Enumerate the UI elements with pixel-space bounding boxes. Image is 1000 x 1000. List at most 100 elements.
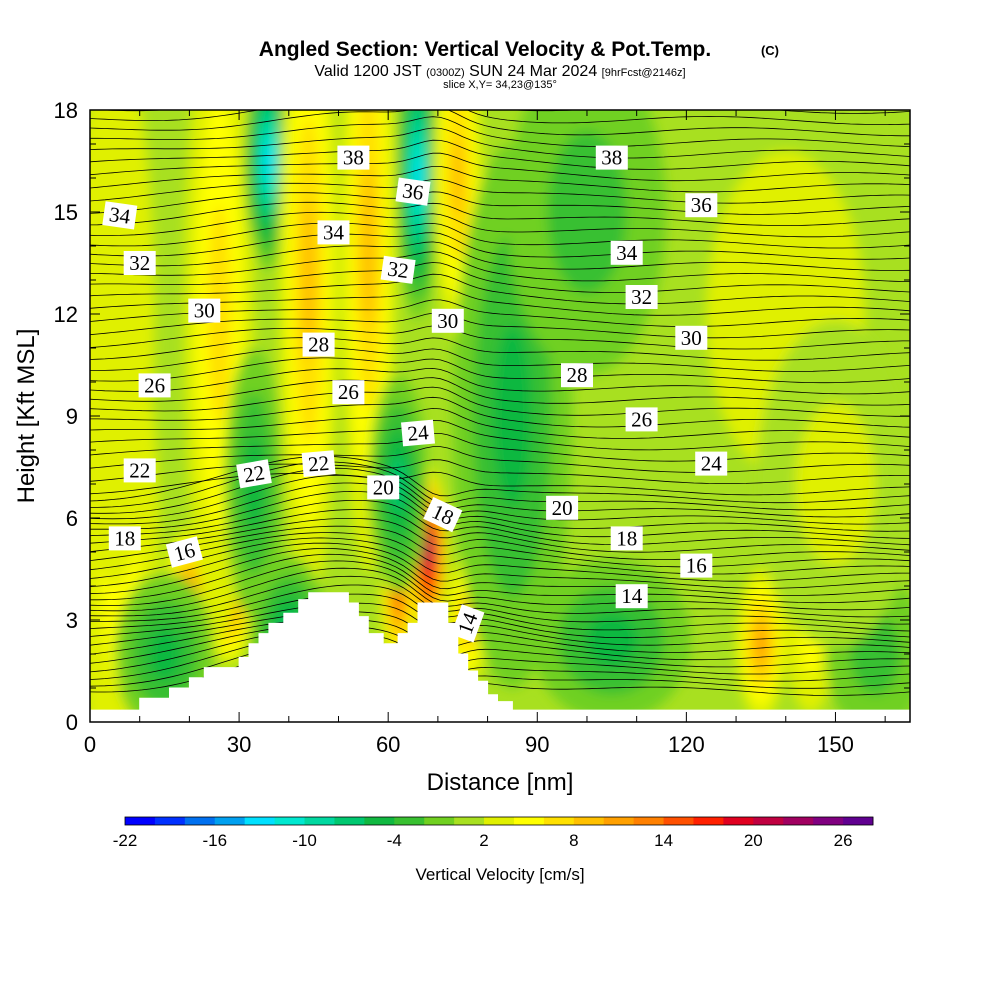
isentrope-label-box (595, 145, 628, 170)
velocity-cell (795, 402, 876, 566)
y-tick-label: 15 (54, 200, 78, 225)
colorbar-tick-label: -22 (113, 831, 138, 850)
isentrope-label: 38 (337, 145, 370, 170)
isentrope-line (90, 386, 910, 417)
isentrope-line (90, 191, 910, 215)
isentrope-label-text: 26 (144, 373, 165, 397)
colorbar-swatch (125, 817, 156, 825)
isentrope-line (90, 542, 910, 589)
colorbar-swatch (484, 817, 515, 825)
isentrope-line (90, 553, 910, 604)
isentrope-label-box (395, 177, 431, 206)
isentrope-label: 34 (102, 201, 138, 230)
isentrope-label-box (695, 451, 728, 476)
isentrope-label-box (236, 459, 272, 489)
isentrope-line (90, 537, 910, 582)
isentrope-label-text: 24 (406, 420, 430, 446)
isentrope-label-text: 20 (373, 475, 394, 499)
colorbar-swatch (424, 817, 455, 825)
colorbar-swatch (693, 817, 724, 825)
isentrope-line (90, 325, 910, 350)
isentrope-label: 36 (685, 193, 718, 218)
isentrope-label: 24 (695, 451, 728, 476)
colorbar-swatch (364, 817, 395, 825)
isentrope-label-text: 36 (691, 193, 712, 217)
plot-area: 38 36 34 32 30 28 26 24 22 20 18 14 34 32 30 26 22 22 18 16… (90, 110, 910, 722)
isentrope-label-box (450, 604, 485, 643)
colorbar-swatch (543, 817, 575, 825)
isentrope-label-box (610, 526, 643, 551)
colorbar: -22 -16 -10 -4 2 8 14 20 26 (113, 816, 874, 850)
isentrope-line (90, 110, 910, 137)
isentrope-label: 18 (108, 526, 141, 551)
isentrope-label: 26 (138, 373, 171, 398)
isentrope-label: 32 (625, 285, 658, 309)
isentrope-label-text: 38 (601, 146, 622, 170)
isentrope-label-box (675, 325, 708, 350)
velocity-cell (265, 145, 273, 177)
isentrope-label: 16 (680, 553, 713, 578)
isentrope-line (90, 471, 910, 496)
colorbar-tick-label: 8 (569, 831, 578, 850)
isentrope-line (90, 459, 910, 484)
isentrope-label: 24 (401, 419, 435, 447)
isentrope-line (90, 611, 910, 653)
isentrope-label-text: 30 (437, 309, 458, 333)
isentrope-label-box (123, 251, 156, 275)
isentrope-label-text: 28 (308, 333, 329, 357)
isentrope-label-box (625, 285, 658, 309)
isentrope-label-box (625, 407, 658, 432)
colorbar-swatch (394, 817, 425, 825)
isentrope-label-text: 22 (129, 458, 150, 482)
isentrope-labels: 38 36 34 32 30 28 26 24 22 20 18 14 34 32 30 26 22 22 18 16… (102, 145, 728, 643)
isentrope-label-box (685, 193, 718, 218)
y-tick-label: 12 (54, 302, 78, 327)
isentrope-line (90, 624, 910, 668)
isentrope-label-box (431, 308, 464, 333)
isentrope-label-box (680, 553, 713, 578)
isentrope-label-box (561, 363, 593, 388)
isentrope-label: 30 (431, 308, 464, 333)
isentrope-label: 20 (367, 475, 400, 500)
valid-time: Valid 1200 JST (314, 63, 422, 80)
isentrope-label-text: 26 (631, 407, 652, 431)
isentrope-line (90, 640, 910, 689)
colorbar-swatch (304, 817, 335, 825)
colorbar-label: Vertical Velocity [cm/s] (415, 865, 584, 884)
colorbar-swatch (154, 817, 186, 825)
isentrope-label-text: 32 (631, 285, 652, 309)
isentrope-label: 30 (188, 298, 221, 323)
x-tick-label: 60 (376, 732, 400, 757)
isentrope-line (90, 560, 910, 611)
isentrope-label-box (108, 526, 141, 551)
isentrope-line (90, 602, 910, 646)
colorbar-swatch (334, 817, 365, 825)
x-axis-label: Distance [nm] (427, 769, 574, 796)
isentrope-label-box (188, 298, 221, 323)
isentrope-line (90, 500, 910, 546)
isentrope-label-box (165, 536, 203, 568)
isentrope-line (90, 262, 910, 293)
isentrope-label: 20 (546, 495, 579, 520)
isentrope-line (90, 273, 910, 305)
isentrope-label-box (102, 201, 138, 230)
isentrope-line (90, 396, 910, 428)
isentrope-label: 26 (625, 407, 658, 432)
colorbar-swatch (573, 817, 605, 825)
isentrope-label: 28 (302, 332, 335, 357)
isentrope-line (90, 548, 910, 596)
isentrope-line (90, 584, 910, 632)
y-axis-label: Height [Kft MSL] (13, 329, 40, 504)
isentrope-label-text: 22 (242, 460, 267, 487)
isentrope-line (90, 509, 910, 553)
isentrope-line (90, 532, 910, 575)
isentrope-label-box (367, 475, 400, 500)
colorbar-swatch (843, 817, 874, 825)
isentrope-label-box (380, 255, 416, 284)
isentrope-label-text: 26 (338, 380, 359, 404)
isentrope-label-text: 28 (567, 363, 588, 387)
isentrope-label-text: 38 (343, 146, 364, 170)
isentrope-line (90, 433, 910, 462)
isentrope-label-box (301, 450, 336, 477)
colorbar-swatch (184, 817, 216, 825)
